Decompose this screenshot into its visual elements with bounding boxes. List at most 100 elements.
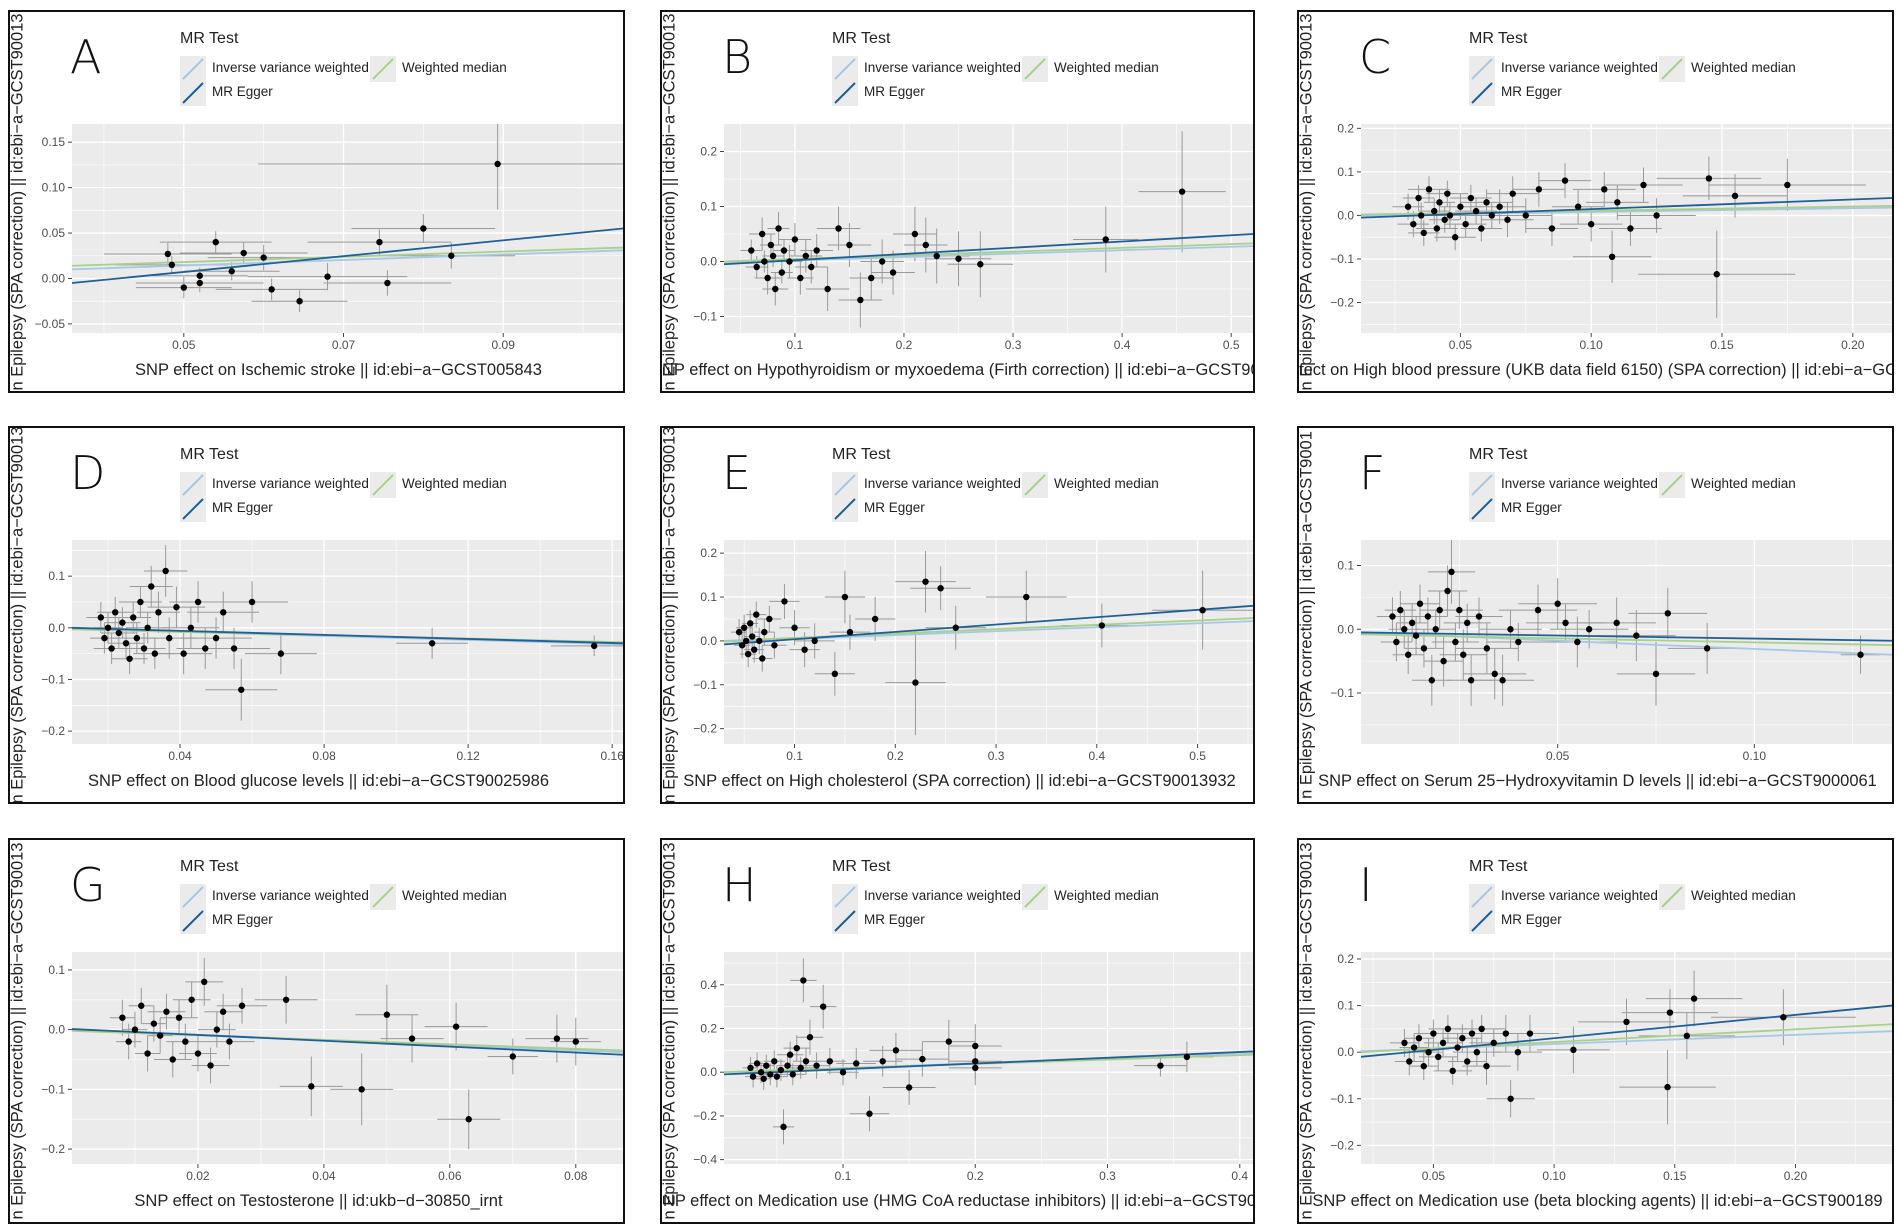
snp-point bbox=[1459, 1034, 1466, 1042]
snp-point bbox=[767, 241, 775, 249]
y-tick-label: 0.1 bbox=[1337, 559, 1354, 573]
snp-point bbox=[922, 241, 929, 249]
legend-label-ivw: Inverse variance weighted bbox=[1501, 476, 1658, 491]
snp-point bbox=[1522, 212, 1529, 219]
snp-point bbox=[786, 258, 793, 265]
legend-key-line bbox=[182, 498, 204, 520]
snp-point bbox=[813, 1062, 820, 1069]
snp-point bbox=[296, 297, 303, 305]
snp-point bbox=[213, 1026, 221, 1033]
snp-point bbox=[1464, 1058, 1471, 1065]
snp-point bbox=[781, 598, 788, 605]
snp-point bbox=[757, 1069, 765, 1076]
legend-key-egger bbox=[832, 80, 858, 106]
snp-point bbox=[1415, 1034, 1423, 1042]
snp-point bbox=[1623, 1018, 1630, 1026]
snp-point bbox=[1507, 626, 1514, 633]
snp-point bbox=[1534, 606, 1542, 614]
x-tick-label: 0.4 bbox=[1088, 749, 1105, 763]
snp-point bbox=[1640, 181, 1647, 189]
legend-label-egger: MR Egger bbox=[864, 912, 925, 927]
snp-point bbox=[1393, 638, 1400, 646]
y-tick-label: −0.4 bbox=[693, 1153, 717, 1167]
panel-letter: G bbox=[70, 858, 106, 912]
y-tick-label: −0.1 bbox=[1330, 686, 1354, 700]
snp-point bbox=[155, 609, 162, 616]
panel-letter: D bbox=[70, 446, 106, 500]
y-axis-label-text: n Epilepsy (SPA correction) || id:ebi−a−… bbox=[660, 842, 679, 1220]
legend-key-wmed bbox=[1659, 56, 1685, 82]
legend-title: MR Test bbox=[832, 446, 891, 463]
snp-point bbox=[789, 1071, 796, 1078]
y-axis-label: n Epilepsy (SPA correction) || id:ebi−a−… bbox=[1299, 428, 1319, 802]
y-tick-label: 0.15 bbox=[42, 135, 66, 149]
legend-label-ivw: Inverse variance weighted bbox=[864, 476, 1021, 491]
legend-label-egger: MR Egger bbox=[212, 84, 273, 99]
snp-point bbox=[753, 611, 760, 618]
snp-point bbox=[268, 286, 275, 293]
plot-svg: 0.02 0.04 0.06 0.08 −0.2 −0.1 0.0 0.1 bbox=[41, 952, 623, 1183]
snp-point bbox=[1483, 645, 1491, 652]
snp-point bbox=[1490, 1039, 1497, 1047]
plot-background bbox=[72, 952, 623, 1164]
legend-key-line bbox=[372, 58, 394, 80]
snp-point bbox=[1548, 225, 1556, 232]
x-axis-label: SNP effect on Testosterone || id:ukb−d−3… bbox=[134, 1192, 503, 1210]
snp-point bbox=[846, 628, 854, 636]
snp-point bbox=[1410, 1044, 1418, 1051]
snp-point bbox=[1446, 212, 1454, 219]
y-tick-label: −0.2 bbox=[1330, 1138, 1354, 1152]
snp-point bbox=[408, 1035, 416, 1042]
x-axis-label: SNP effect on Blood glucose levels || id… bbox=[87, 772, 550, 790]
panel-letter: A bbox=[70, 30, 102, 84]
snp-point bbox=[260, 254, 267, 261]
snp-point bbox=[1023, 593, 1030, 601]
snp-point bbox=[775, 225, 782, 232]
snp-point bbox=[1633, 632, 1640, 639]
snp-point bbox=[1491, 670, 1498, 678]
y-tick-label: 0.2 bbox=[1337, 952, 1354, 966]
snp-point bbox=[1431, 207, 1438, 215]
legend-key-line bbox=[1024, 886, 1046, 908]
snp-point bbox=[767, 1071, 774, 1078]
snp-point bbox=[1526, 1030, 1534, 1037]
y-axis-label: n Epilepsy (SPA correction) || id:ebi−a−… bbox=[660, 12, 682, 391]
snp-point bbox=[744, 650, 752, 658]
x-tick-label: 0.1 bbox=[835, 1169, 852, 1183]
y-axis-label-text: n Epilepsy (SPA correction) || id:ebi−a−… bbox=[660, 426, 679, 804]
x-tick-label: 0.10 bbox=[1743, 749, 1767, 763]
snp-point bbox=[1102, 236, 1109, 243]
legend-key-line bbox=[182, 58, 204, 80]
snp-point bbox=[1460, 651, 1467, 658]
y-tick-label: 0.0 bbox=[1337, 622, 1354, 636]
y-tick-label: −0.1 bbox=[1330, 1092, 1354, 1106]
snp-point bbox=[933, 252, 940, 260]
snp-point bbox=[1664, 1083, 1671, 1091]
y-axis-label: n Epilepsy (SPA correction) || id:ebi−a−… bbox=[10, 840, 30, 1222]
regression-line-egger bbox=[72, 1028, 623, 1056]
legend-label-egger: MR Egger bbox=[864, 500, 925, 515]
snp-point bbox=[1574, 638, 1581, 646]
legend-key-ivw bbox=[832, 56, 858, 82]
snp-point bbox=[871, 615, 879, 623]
snp-point bbox=[452, 1023, 460, 1030]
plot-svg: 0.1 0.2 0.3 0.4 0.5 −0.2 −0.1 0.0 0.1 0.2 bbox=[693, 540, 1253, 763]
snp-point bbox=[308, 1083, 315, 1090]
y-axis-label-text: n Epilepsy (SPA correction) || id:ebi−a−… bbox=[660, 13, 679, 390]
snp-point bbox=[1475, 613, 1483, 620]
snp-point bbox=[166, 634, 173, 642]
snp-point bbox=[846, 241, 853, 249]
snp-point bbox=[1731, 192, 1739, 200]
snp-point bbox=[138, 1002, 145, 1009]
snp-point bbox=[150, 1020, 158, 1027]
legend-key-line bbox=[182, 474, 204, 496]
snp-point bbox=[1690, 995, 1698, 1002]
x-tick-label: 0.08 bbox=[312, 749, 336, 763]
plot-svg: 0.05 0.10 0.15 0.20 −0.2 −0.1 0.0 0.1 0.2 bbox=[1330, 121, 1892, 352]
legend-label-wmed: Weighted median bbox=[1054, 888, 1159, 903]
snp-point bbox=[937, 585, 944, 592]
snp-point bbox=[1157, 1062, 1164, 1069]
x-tick-label: 0.04 bbox=[312, 1169, 336, 1183]
panel-letter: H bbox=[722, 858, 757, 912]
